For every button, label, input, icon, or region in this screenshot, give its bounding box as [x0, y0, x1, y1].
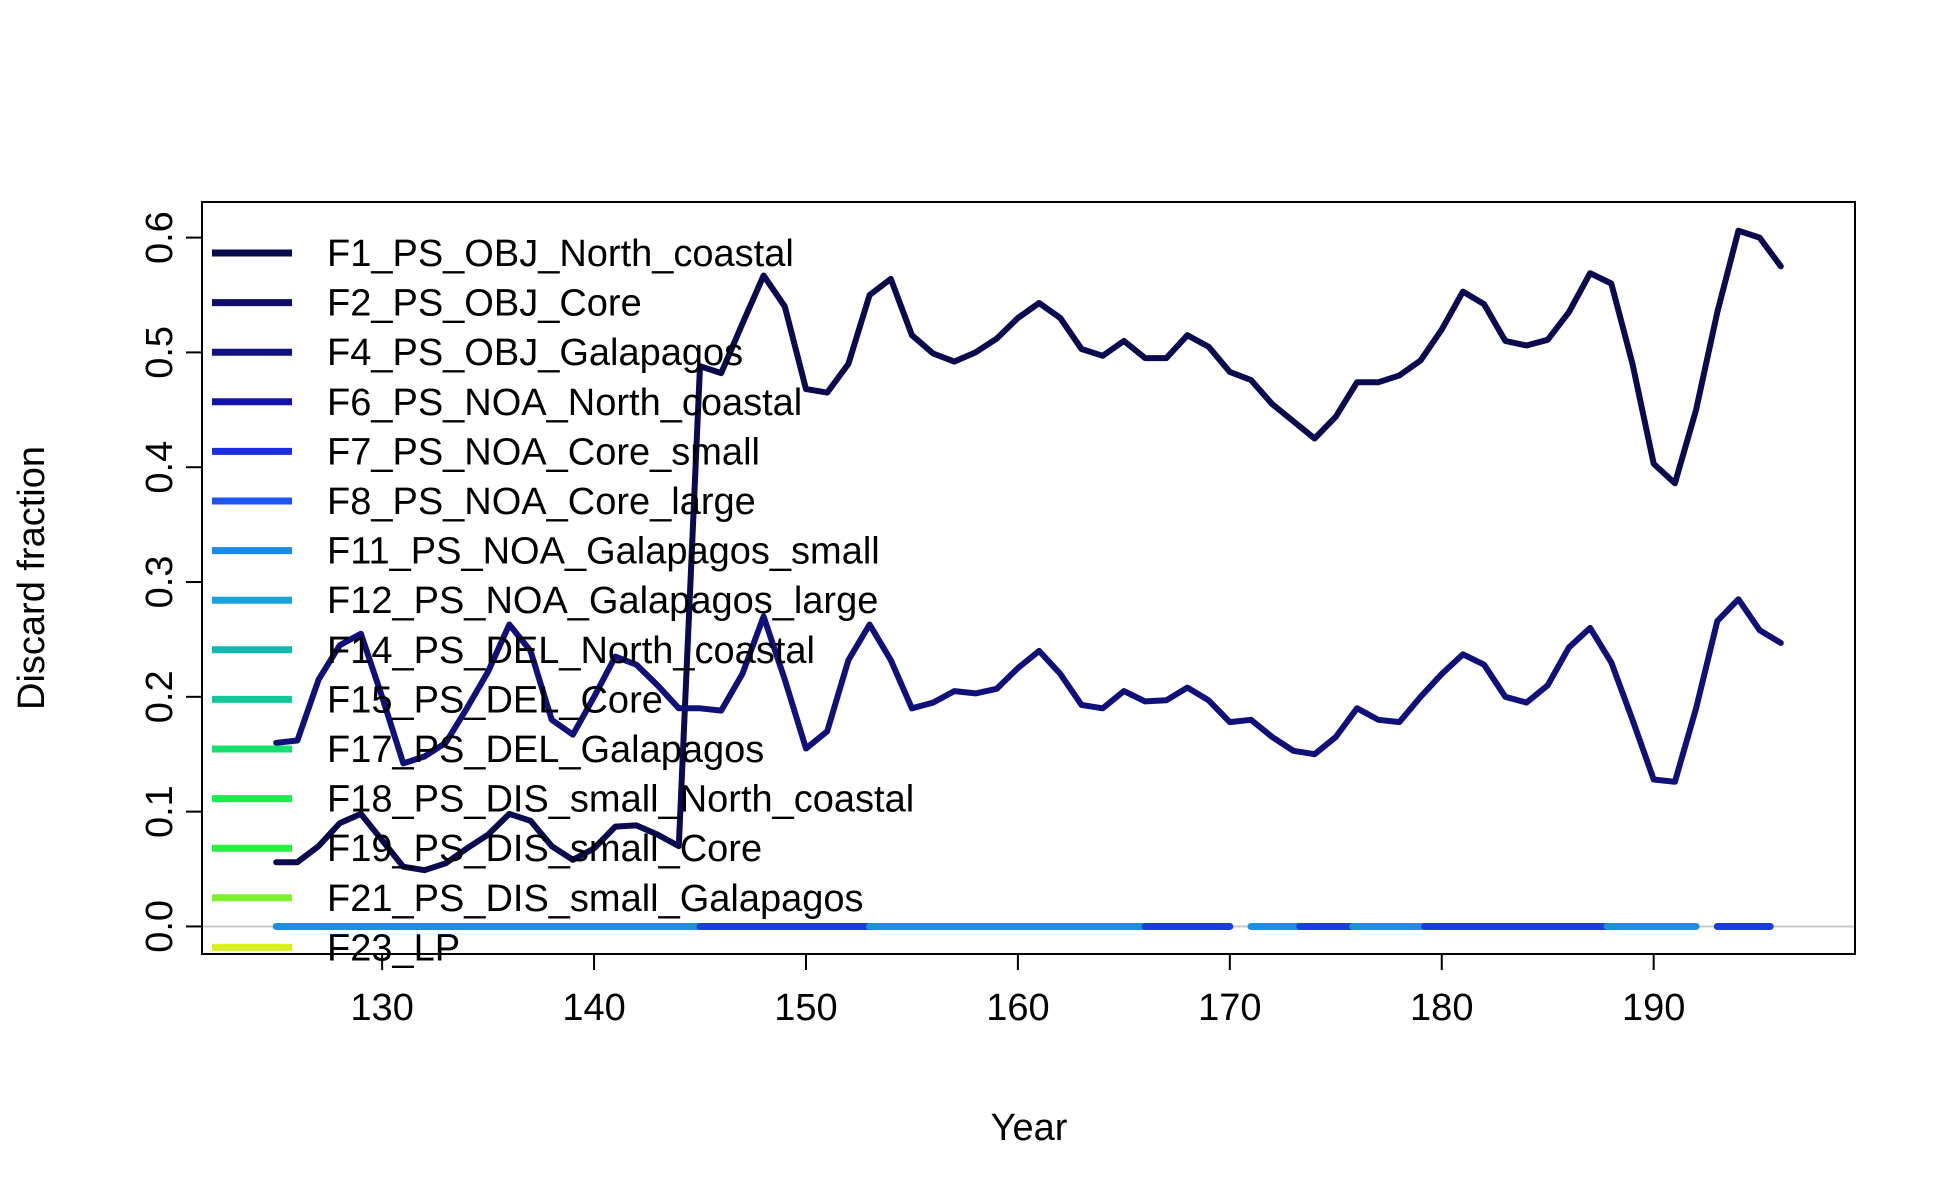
series-line-2: [273, 596, 1784, 785]
y-tick-label: 0.4: [139, 441, 181, 494]
x-tick-label: 150: [774, 987, 837, 1029]
axes-layer: 130 140 150 160 170 180 190 0.0 0.1 0.2 0.3 0.4 0.5 0…: [139, 211, 1685, 1029]
x-tick-label: 140: [562, 987, 625, 1029]
series-layer: [273, 227, 1784, 874]
y-tick-label: 0.5: [139, 326, 181, 379]
x-axis-title: Year: [991, 1107, 1068, 1149]
legend-label: F12_PS_NOA_Galapagos_large: [327, 580, 878, 622]
legend-label: F23_LP: [327, 927, 460, 969]
legend-label: F7_PS_NOA_Core_small: [327, 431, 760, 473]
legend-label: F21_PS_DIS_small_Galapagos: [327, 878, 864, 920]
legend-label: F2_PS_OBJ_Core: [327, 283, 642, 325]
legend-label: F18_PS_DIS_small_North_coastal: [327, 779, 914, 821]
x-tick-label: 160: [986, 987, 1049, 1029]
plot-frame: [201, 201, 1856, 955]
series-line-1: [273, 227, 1784, 874]
legend-label: F6_PS_NOA_North_coastal: [327, 382, 802, 424]
legend-label: F19_PS_DIS_small_Core: [327, 828, 762, 870]
x-tick-label: 180: [1410, 987, 1473, 1029]
y-tick-label: 0.1: [139, 785, 181, 838]
legend-label: F4_PS_OBJ_Galapagos: [327, 332, 743, 374]
legend-label: F17_PS_DEL_Galapagos: [327, 729, 764, 771]
y-tick-label: 0.2: [139, 670, 181, 723]
legend: F1_PS_OBJ_North_coastal F2_PS_OBJ_Core F4_…: [212, 233, 914, 969]
y-axis-title: Discard fraction: [11, 446, 53, 710]
legend-label: F15_PS_DEL_Core: [327, 679, 663, 721]
y-tick-label: 0.3: [139, 556, 181, 609]
legend-label: F8_PS_NOA_Core_large: [327, 481, 756, 523]
y-tick-label: 0.0: [139, 900, 181, 953]
y-tick-label: 0.6: [139, 211, 181, 264]
x-tick-label: 130: [350, 987, 413, 1029]
x-tick-label: 190: [1622, 987, 1685, 1029]
legend-label: F11_PS_NOA_Galapagos_small: [327, 531, 880, 573]
legend-label: F14_PS_DEL_North_coastal: [327, 630, 815, 672]
x-tick-label: 170: [1198, 987, 1261, 1029]
legend-label: F1_PS_OBJ_North_coastal: [327, 233, 794, 275]
